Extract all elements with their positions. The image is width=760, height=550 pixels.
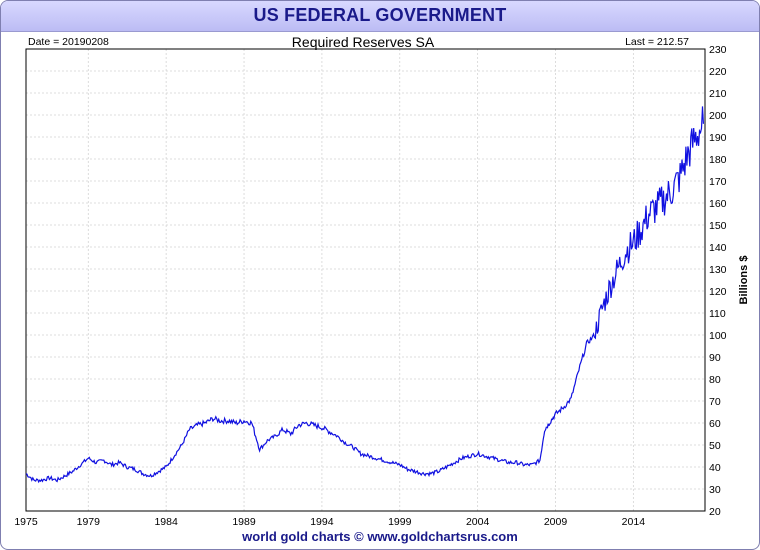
chart-header-title: US FEDERAL GOVERNMENT: [253, 5, 507, 25]
plot-title: Required Reserves SA: [292, 34, 435, 50]
date-label: Date = 20190208: [28, 36, 109, 48]
y-tick-label: 160: [709, 198, 727, 210]
header-bar: US FEDERAL GOVERNMENT: [1, 1, 759, 32]
y-tick-label: 70: [709, 396, 721, 408]
x-tick-label: 1989: [232, 516, 256, 528]
y-tick-label: 30: [709, 484, 721, 496]
y-tick-label: 190: [709, 132, 727, 144]
y-tick-label: 200: [709, 110, 727, 122]
x-tick-label: 2014: [622, 516, 646, 528]
y-tick-label: 180: [709, 154, 727, 166]
y-axis-label: Billions $: [738, 256, 750, 305]
grid-lines: [25, 48, 705, 512]
y-axis-ticks: 20 30 40 50 60 70 80 90 100 110 120 130 140 150 160 170…: [709, 44, 727, 518]
y-tick-label: 60: [709, 418, 721, 430]
x-tick-label: 1975: [14, 516, 38, 528]
x-tick-label: 2009: [544, 516, 568, 528]
x-tick-label: 1994: [310, 516, 334, 528]
y-tick-label: 170: [709, 176, 727, 188]
y-tick-label: 130: [709, 264, 727, 276]
y-tick-label: 40: [709, 462, 721, 474]
y-tick-label: 80: [709, 374, 721, 386]
y-tick-label: 20: [709, 506, 721, 518]
plot-area: [25, 48, 706, 512]
y-tick-label: 230: [709, 44, 727, 56]
y-tick-label: 110: [709, 308, 726, 320]
footer-credit: world gold charts © www.goldchartsrus.co…: [242, 529, 518, 544]
y-tick-label: 100: [709, 330, 727, 342]
y-tick-label: 150: [709, 220, 727, 232]
y-tick-label: 220: [709, 66, 727, 78]
x-axis-ticks: 1975 1979 1984 1989 1994 1999 2004 2009 2014: [14, 516, 645, 528]
y-tick-label: 90: [709, 352, 721, 364]
x-tick-label: 1984: [154, 516, 178, 528]
y-tick-label: 210: [709, 88, 727, 100]
series-line-required-reserves: [25, 106, 704, 484]
y-tick-label: 120: [709, 286, 727, 298]
x-tick-label: 2004: [466, 516, 490, 528]
y-tick-label: 50: [709, 440, 721, 452]
x-tick-label: 1979: [77, 516, 101, 528]
last-label: Last = 212.57: [625, 36, 689, 48]
x-tick-label: 1999: [388, 516, 412, 528]
y-tick-label: 140: [709, 242, 727, 254]
